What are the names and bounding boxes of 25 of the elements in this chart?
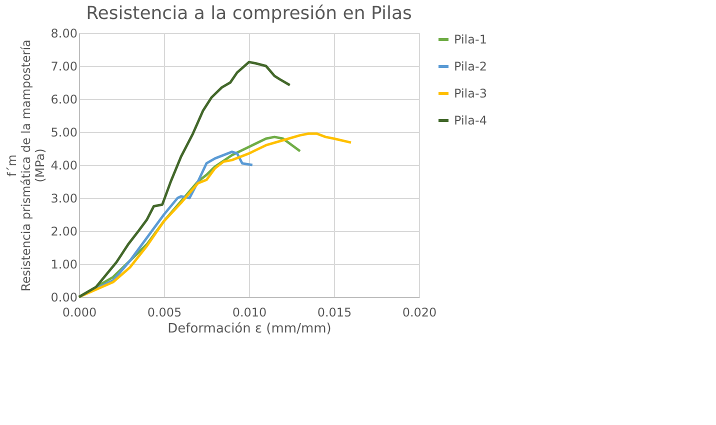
legend-label: Pila-3 [454,86,487,100]
x-tick-label: 0.000 [62,306,97,320]
text: (MPa) [32,148,47,182]
line-series [78,60,292,298]
y-tick-label: 8.00 [50,26,78,40]
x-tick-label: 0.020 [402,306,437,320]
y-tick-label: 3.00 [50,192,78,206]
y-tick-label: 7.00 [50,60,78,74]
x-tick-label: 0.015 [317,306,352,320]
x-tick-label: 0.010 [232,306,267,320]
x-axis-title: Deformación ε (mm/mm) [168,322,332,336]
y-tick-label: 1.00 [50,258,78,272]
legend-label: Pila-2 [454,60,487,74]
text: Resistencia prismática de la mampostería [18,40,33,292]
line-series [78,132,352,298]
legend-label: Pila-1 [454,32,487,46]
legend-label: Pila-4 [454,114,487,128]
chart-title: Resistencia a la compresión en Pilas [86,3,412,24]
y-tick-label: 5.00 [50,126,78,140]
y-tick-label: 6.00 [50,92,78,106]
y-tick-label: 4.00 [50,158,78,172]
x-tick-label: 0.005 [147,306,182,320]
y-tick-label: 2.00 [50,224,78,238]
text: f´m [4,154,19,176]
y-tick-label: 0.00 [50,290,78,304]
